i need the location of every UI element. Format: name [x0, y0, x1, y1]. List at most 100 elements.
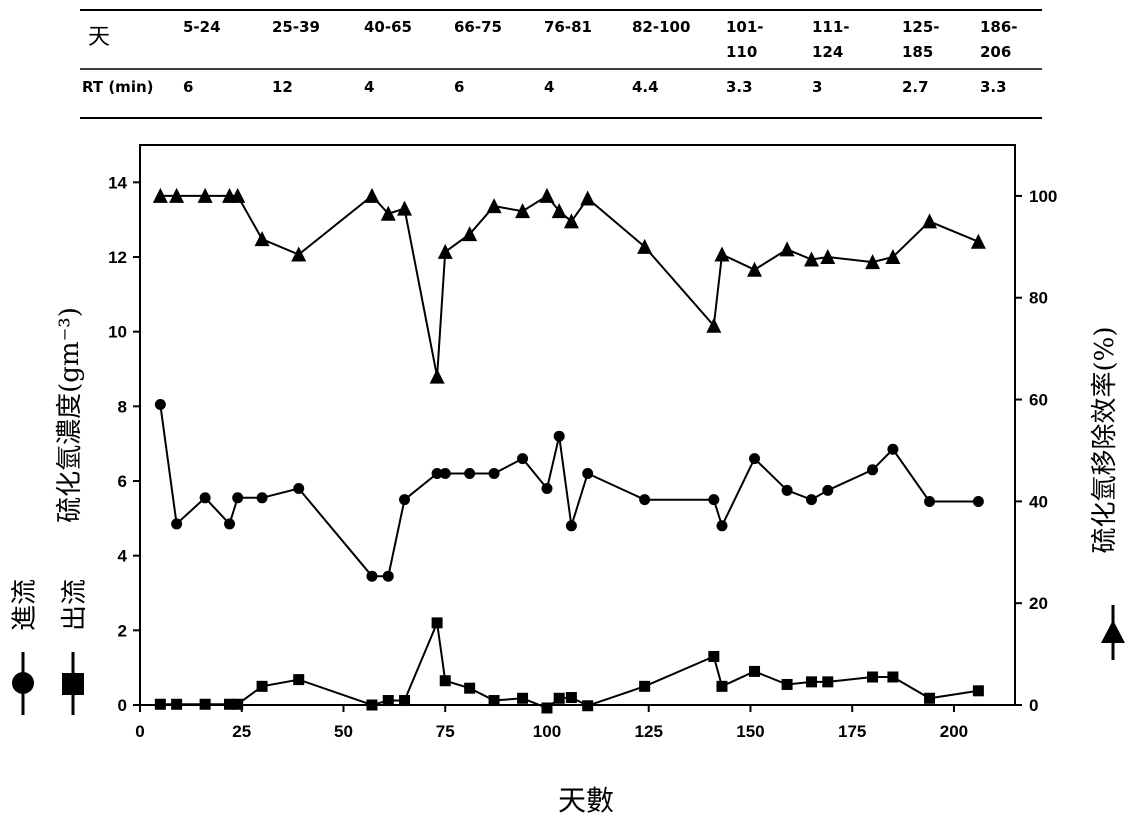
x-tick-label: 50	[334, 722, 353, 741]
removal-point	[230, 187, 246, 203]
right-tick-label: 80	[1029, 289, 1048, 308]
outflow-point	[517, 692, 529, 704]
removal-point	[291, 246, 307, 262]
table-day-range-cell: 185	[902, 43, 933, 61]
outflow-point	[366, 699, 378, 711]
right-axis-ticks: 0 20 40 60 80 100	[1015, 187, 1057, 715]
left-axis-ticks: 0 2 4 6 8 10 12 14	[108, 173, 140, 715]
series-line-circle	[159, 404, 979, 578]
inflow-point	[582, 468, 594, 480]
removal-point	[922, 213, 938, 229]
removal-point	[779, 241, 795, 257]
x-axis-label: 天數	[558, 784, 614, 817]
removal-point	[865, 254, 881, 270]
removal-point	[747, 261, 763, 277]
removal-point	[515, 203, 531, 219]
left-legend: 進流 出流	[10, 579, 90, 715]
left-axis-label-group: 硫化氫濃度(gm⁻³)	[55, 307, 85, 523]
table-rt-cell: 6	[183, 78, 193, 96]
removal-point	[197, 187, 213, 203]
table-day-range-cell: 25-39	[272, 18, 320, 36]
removal-point	[804, 251, 820, 267]
outflow-point	[464, 682, 476, 694]
left-tick-label: 2	[118, 621, 127, 640]
inflow-point	[293, 482, 305, 494]
removal-point	[563, 213, 579, 229]
table-rt-cell: 4	[364, 78, 374, 96]
x-tick-label: 0	[135, 722, 144, 741]
removal-point	[486, 198, 502, 214]
table-rt-cell: 4.4	[632, 78, 659, 96]
table-day-range-cell: 125-	[902, 18, 940, 36]
table-rt-cell: 3.3	[726, 78, 753, 96]
outflow-point	[781, 678, 793, 690]
outflow-point	[256, 680, 268, 692]
table-day-range-cell: 76-81	[544, 18, 592, 36]
legend-outflow-label: 出流	[60, 579, 90, 631]
table-day-range-cell: 186-	[980, 18, 1018, 36]
inflow-point	[924, 496, 936, 508]
table-day-range-cell: 5-24	[183, 18, 221, 36]
table-day-range-cell: 101-	[726, 18, 764, 36]
x-tick-label: 200	[940, 722, 968, 741]
table-day-range-cell: 82-100	[632, 18, 690, 36]
x-tick-label: 25	[232, 722, 251, 741]
legend-inflow-label-group: 進流	[10, 579, 40, 631]
inflow-point	[806, 494, 818, 506]
inflow-point	[541, 482, 553, 494]
table-day-range-cell: 111-	[812, 18, 850, 36]
right-tick-label: 60	[1029, 391, 1048, 410]
inflow-point	[199, 492, 211, 504]
right-legend: 硫化氫移除效率(%)	[1090, 327, 1125, 660]
outflow-point	[582, 700, 594, 712]
table-day-range-cell: 206	[980, 43, 1011, 61]
inflow-point	[822, 484, 834, 496]
left-tick-label: 6	[118, 472, 127, 491]
plot-frame	[139, 144, 1016, 706]
removal-point	[254, 231, 270, 247]
outflow-point	[171, 698, 183, 710]
x-tick-label: 75	[436, 722, 455, 741]
inflow-point	[488, 468, 500, 480]
inflow-point	[256, 492, 268, 504]
inflow-point	[431, 468, 443, 480]
right-axis-label: 硫化氫移除效率(%)	[1090, 327, 1120, 554]
removal-point	[551, 203, 567, 219]
inflow-point	[382, 570, 394, 582]
inflow-point	[708, 494, 720, 506]
outflow-point	[154, 698, 166, 710]
legend-outflow-marker	[62, 673, 84, 695]
inflow-point	[439, 468, 451, 480]
inflow-point	[171, 518, 183, 530]
removal-point	[380, 205, 396, 221]
outflow-point	[924, 692, 936, 704]
outflow-point	[806, 676, 818, 688]
table-day-range-cell: 124	[812, 43, 843, 61]
inflow-point	[781, 484, 793, 496]
outflow-point	[439, 675, 451, 687]
right-axis-label-group: 硫化氫移除效率(%)	[1090, 327, 1120, 554]
removal-point	[637, 238, 653, 254]
inflow-point	[154, 398, 166, 410]
legend-inflow-label: 進流	[10, 579, 40, 631]
removal-point	[885, 249, 901, 264]
table-rt-cell: 12	[272, 78, 293, 96]
table-rt-cell: 2.7	[902, 78, 929, 96]
table-row-day-header: 天	[88, 25, 110, 50]
inflow-point	[517, 453, 529, 465]
removal-point	[714, 246, 730, 262]
inflow-point	[224, 518, 236, 530]
table-rt-cell: 3.3	[980, 78, 1007, 96]
outflow-point	[822, 676, 834, 688]
removal-point	[462, 226, 478, 242]
left-tick-label: 0	[118, 696, 127, 715]
table-rt-cell: 6	[454, 78, 464, 96]
outflow-point	[293, 674, 305, 686]
right-tick-label: 100	[1029, 187, 1057, 206]
outflow-point	[867, 671, 879, 683]
removal-point	[820, 249, 836, 264]
left-axis-label: 硫化氫濃度(gm⁻³)	[55, 307, 85, 523]
removal-point	[429, 368, 445, 384]
inflow-point	[366, 570, 378, 582]
table-rt-cell: 3	[812, 78, 822, 96]
